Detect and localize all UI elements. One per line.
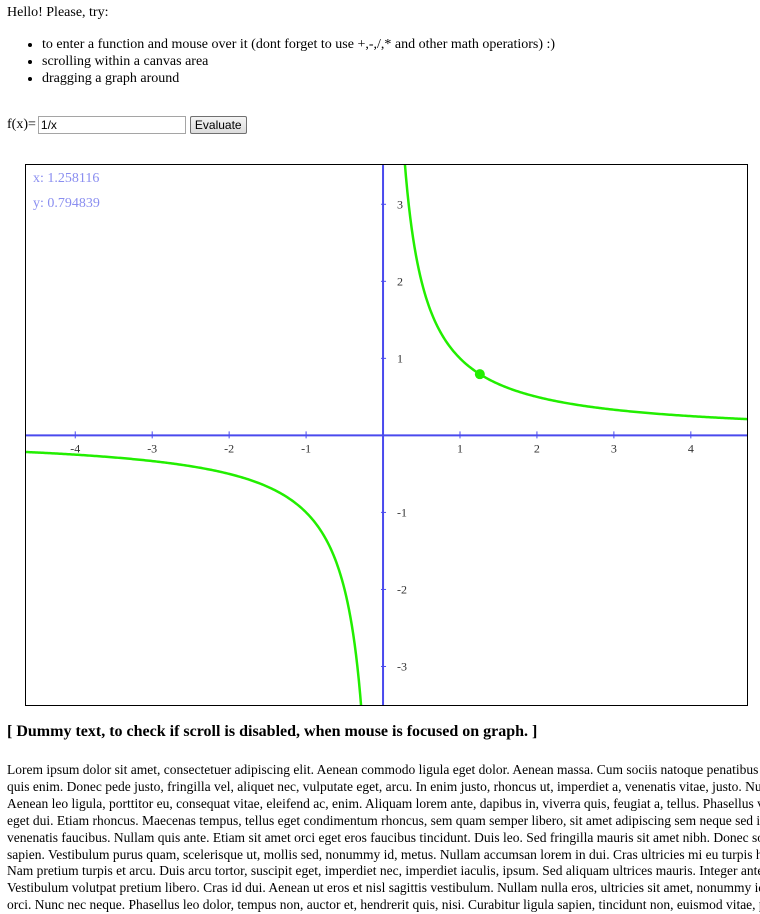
function-form: f(x)= Evaluate xyxy=(7,115,247,135)
intro-text: Hello! Please, try: xyxy=(7,5,109,20)
function-input[interactable] xyxy=(37,116,186,134)
lorem-line: sapien. Vestibulum purus quam, scelerisq… xyxy=(7,846,760,862)
lorem-line: venenatis faucibus. Nullam quis ante. Et… xyxy=(7,829,760,845)
hover-point xyxy=(474,369,485,380)
x-tick-label: -1 xyxy=(301,441,311,455)
x-tick-label: -4 xyxy=(70,441,80,455)
lorem-line: Vestibulum volutpat pretium libero. Cras… xyxy=(7,880,760,896)
lorem-line: Lorem ipsum dolor sit amet, consectetuer… xyxy=(7,762,760,777)
lorem-line: Aenean leo ligula, porttitor eu, consequ… xyxy=(7,795,760,811)
x-tick-label: 3 xyxy=(611,441,617,455)
y-tick-label: -1 xyxy=(397,505,407,519)
lorem-line: Nam pretium turpis et arcu. Duis arcu to… xyxy=(7,863,760,879)
curve-negative-branch xyxy=(26,450,363,705)
x-tick-label: -2 xyxy=(224,441,234,455)
dummy-heading: [ Dummy text, to check if scroll is disa… xyxy=(7,723,538,740)
graph-canvas[interactable]: -4 -3 -2 -1 1 2 3 4 3 2 1 -1 -2 -3 x: 1.258116 y: 0.7… xyxy=(25,164,748,706)
y-tick-label: 2 xyxy=(397,274,403,288)
lorem-line: eget dui. Etiam rhoncus. Maecenas tempus… xyxy=(7,812,760,828)
tips-list: to enter a function and mouse over it (d… xyxy=(24,36,555,87)
lorem-line: quis enim. Donec pede justo, fringilla v… xyxy=(7,778,760,794)
curve-positive-branch xyxy=(403,165,747,421)
x-readout: x: 1.258116 xyxy=(33,171,100,186)
graph-svg[interactable]: -4 -3 -2 -1 1 2 3 4 3 2 1 -1 -2 -3 xyxy=(26,165,747,705)
tip-item: to enter a function and mouse over it (d… xyxy=(42,36,555,53)
fx-label: f(x)= xyxy=(7,117,36,132)
y-tick-label: -3 xyxy=(397,659,407,673)
x-tick-label: -3 xyxy=(147,441,157,455)
x-tick-label: 4 xyxy=(688,441,694,455)
lorem-paragraph: Lorem ipsum dolor sit amet, consectetuer… xyxy=(7,762,760,914)
x-tick-label: 2 xyxy=(534,441,540,455)
x-tick-label: 1 xyxy=(457,441,463,455)
tip-item: scrolling within a canvas area xyxy=(42,53,555,70)
tip-item: dragging a graph around xyxy=(42,70,555,87)
y-tick-label: 1 xyxy=(397,351,403,365)
y-tick-label: -2 xyxy=(397,582,407,596)
y-readout: y: 0.794839 xyxy=(33,196,100,211)
lorem-line: orci. Nunc nec neque. Phasellus leo dolo… xyxy=(7,897,760,913)
y-tick-label: 3 xyxy=(397,197,403,211)
evaluate-button[interactable]: Evaluate xyxy=(189,116,247,134)
